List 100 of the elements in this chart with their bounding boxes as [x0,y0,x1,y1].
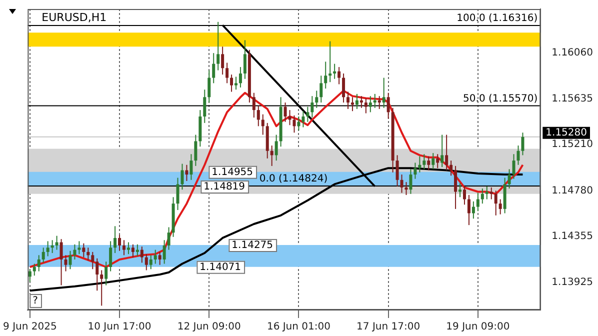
candlestick [360,96,363,108]
candlestick [100,270,104,306]
candlestick [78,240,81,255]
candlestick [194,134,198,166]
ref-line-label: 50.0 (1.15570) [463,93,538,104]
candlestick [86,247,90,262]
annotation: 1.14071 [200,262,242,273]
candlestick [364,98,368,114]
annotation: ? [32,296,38,307]
y-tick-label: 1.14780 [552,185,594,196]
candlestick [414,162,417,180]
candlestick [338,66,341,85]
candlestick [91,251,94,270]
annotation: 1.14819 [204,182,246,193]
candlestick [355,93,358,110]
ref-line-label: 0.0 (1.14824) [259,174,328,185]
candlestick [238,66,242,88]
candlestick [346,91,350,110]
candlestick [462,184,466,206]
candlestick [221,46,224,76]
y-tick-label: 1.13925 [552,277,594,288]
candlestick [126,242,130,255]
candlestick [230,74,234,92]
candlestick [302,110,305,128]
candlestick [60,238,63,286]
candlestick [368,96,372,113]
x-tick-label: 10 Jun 17:00 [88,322,152,333]
candlestick [104,261,108,286]
candlestick [342,73,346,104]
candlestick [480,188,484,204]
candlestick [432,152,435,170]
candlestick [485,186,488,200]
candlestick [373,93,376,108]
candlestick [472,200,475,220]
candlestick [208,70,211,104]
candlestick [521,132,524,156]
y-tick-label: 1.15635 [552,93,594,104]
candlestick [270,145,274,166]
candlestick [512,154,516,180]
candlestick [445,134,448,171]
candlestick [400,174,404,194]
candlestick [154,249,157,264]
candlestick [180,163,184,190]
candlestick [176,177,180,211]
candlestick [158,251,162,266]
candlestick [409,168,412,194]
candlestick [96,258,99,292]
x-tick-label: 16 Jun 01:00 [266,322,330,333]
candlestick [140,246,144,264]
candlestick [490,186,493,200]
candlestick [436,154,440,169]
candlestick [185,164,188,182]
candlestick [131,244,134,258]
candlestick [315,90,318,108]
candlestick [328,40,332,83]
candlestick [42,247,45,264]
candlestick [109,240,112,272]
candlestick [382,77,386,108]
candlestick [422,154,426,170]
candlestick [64,254,68,272]
candlestick [144,254,148,271]
candlestick [324,61,328,90]
annotation: 1.14955 [212,166,254,178]
candlestick [274,134,278,162]
candlestick [454,165,458,210]
candlestick [404,182,408,196]
candlestick [162,240,166,264]
candlestick [288,110,292,126]
candlestick [333,63,336,80]
candlestick [476,192,480,212]
candlestick [306,106,310,122]
x-tick-label: 9 Jun 2025 [3,322,57,333]
candlestick [378,96,381,110]
candlestick [28,268,32,283]
ref-line-label: 100.0 (1.16316) [456,13,538,24]
candlestick [118,234,122,252]
candlestick [320,75,323,104]
candlestick [216,21,220,71]
candlestick [136,244,139,257]
candlestick [450,160,453,176]
x-tick-label: 17 Jun 17:00 [356,322,420,333]
candlestick [68,250,72,270]
candlestick [226,62,229,84]
candlestick [418,156,422,173]
candlestick [122,240,126,256]
candlestick [203,89,206,124]
candlestick [386,92,390,120]
candlestick [508,168,511,190]
candlestick [190,154,193,180]
candlestick [261,114,264,136]
candlestick [82,242,86,258]
candlestick [46,240,50,257]
candlestick [350,96,354,112]
candlestick [297,116,300,131]
x-tick-label: 12 Jun 09:00 [177,322,241,333]
candlestick [284,102,287,122]
y-tick-label: 1.16060 [552,48,594,59]
candlestick [396,154,399,187]
ref-line-label: 1.15280 [546,128,588,139]
candlestick [310,96,314,118]
